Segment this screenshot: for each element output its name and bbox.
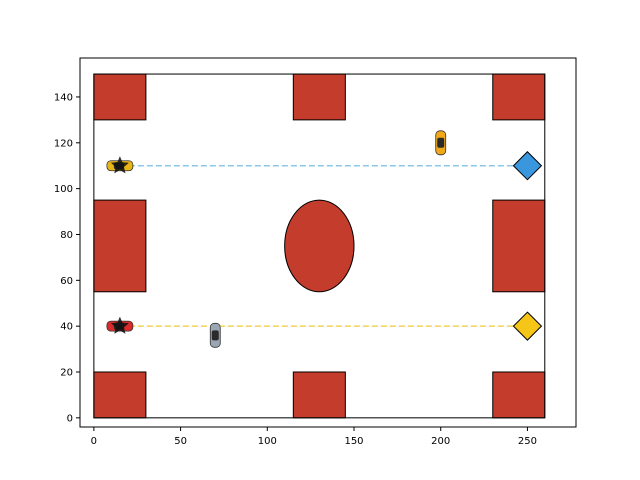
y-tick-label: 100 bbox=[54, 184, 73, 195]
agent-car-3 bbox=[209, 322, 221, 348]
obstacle-rect-1 bbox=[292, 73, 346, 121]
obstacles-layer bbox=[93, 73, 546, 419]
y-tick-label: 140 bbox=[54, 92, 73, 103]
x-tick-label: 0 bbox=[91, 436, 97, 447]
y-tick-label: 120 bbox=[54, 138, 73, 149]
agent-car-2 bbox=[435, 130, 447, 156]
x-tick-label: 200 bbox=[431, 436, 450, 447]
paths-layer bbox=[119, 164, 528, 327]
x-tick-label: 100 bbox=[258, 436, 277, 447]
markers-layer bbox=[106, 130, 543, 348]
obstacle-ellipse bbox=[284, 199, 355, 293]
obstacle-rect-7 bbox=[492, 371, 546, 419]
x-tick-label: 50 bbox=[174, 436, 187, 447]
y-tick-label: 60 bbox=[60, 276, 73, 287]
y-tick-label: 20 bbox=[60, 367, 73, 378]
y-tick-label: 0 bbox=[67, 413, 73, 424]
car-window bbox=[437, 137, 445, 148]
start-star-0 bbox=[110, 156, 130, 174]
goal-diamond-1 bbox=[512, 311, 543, 341]
obstacle-rect-6 bbox=[292, 371, 346, 419]
obstacle-rect-0 bbox=[93, 73, 147, 121]
x-tick-label: 150 bbox=[344, 436, 363, 447]
y-tick-label: 40 bbox=[60, 322, 73, 333]
axes-frame bbox=[79, 57, 577, 428]
obstacle-rect-5 bbox=[93, 371, 147, 419]
obstacle-rect-2 bbox=[492, 73, 546, 121]
x-tick-label: 250 bbox=[518, 436, 537, 447]
start-star-1 bbox=[110, 316, 130, 334]
y-tick-label: 80 bbox=[60, 230, 73, 241]
obstacle-rect-4 bbox=[492, 199, 546, 293]
car-window bbox=[211, 330, 219, 341]
ticks-layer: 0 50 100 150 200 250 0 20 40 60 80 100 120 140 bbox=[54, 92, 537, 447]
goal-diamond-0 bbox=[512, 151, 543, 181]
arena-boundary bbox=[93, 73, 546, 419]
obstacle-rect-3 bbox=[93, 199, 147, 293]
